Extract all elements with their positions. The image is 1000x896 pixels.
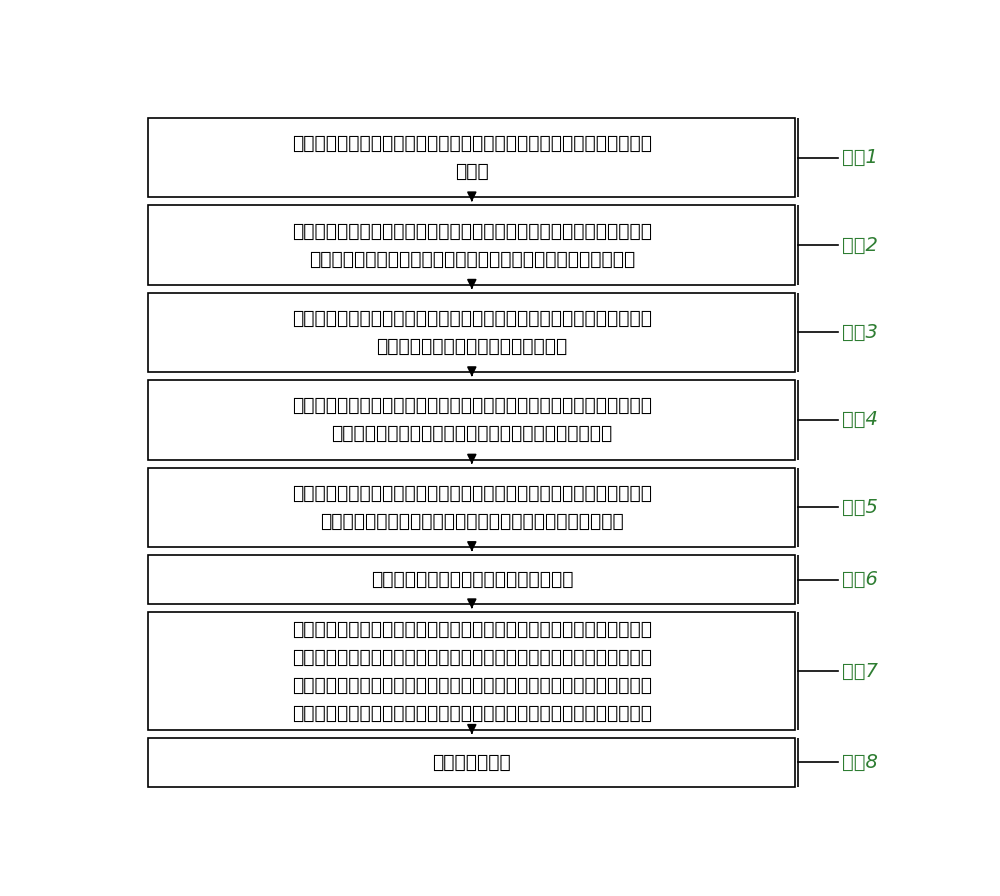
Bar [148, 612, 795, 730]
Text: 对于同一点目标，将其在所述多个节点雷达的慢时间随机复包络序列两两
组合，构成多个包络组，并估计每个包络组的相关性度量: 对于同一点目标，将其在所述多个节点雷达的慢时间随机复包络序列两两 组合，构成多个… [292, 396, 652, 444]
Text: 根据所述每个点目标在所述多个节点雷达的慢时间随机复包络序列，估计
每个点目标在每个节点雷达的平均功率: 根据所述每个点目标在所述多个节点雷达的慢时间随机复包络序列，估计 每个点目标在每… [292, 309, 652, 356]
Text: 每个节点雷达分别接收回波数据，并依据回波数据计算每个节点雷达的噪
声功率: 每个节点雷达分别接收回波数据，并依据回波数据计算每个节点雷达的噪 声功率 [292, 134, 652, 181]
Text: 步骤5: 步骤5 [842, 498, 878, 517]
Text: 步骤4: 步骤4 [842, 410, 878, 429]
Bar [148, 205, 795, 285]
Text: 将相关性度量与最优检测门限进行比较，判断是否大于最优检测门限，当
相关性度量小于等于最优检测门限时，判定相关性度量对应的包络组通过
假目标检验；当相关性度量大于: 将相关性度量与最优检测门限进行比较，判断是否大于最优检测门限，当 相关性度量小于… [292, 619, 652, 722]
Text: 步骤2: 步骤2 [842, 236, 878, 254]
Bar [148, 737, 795, 787]
Text: 步骤8: 步骤8 [842, 753, 878, 772]
Bar [148, 468, 795, 547]
Text: 步骤3: 步骤3 [842, 323, 878, 342]
Bar [148, 555, 795, 604]
Text: 步骤6: 步骤6 [842, 570, 878, 590]
Text: 剔除所述假目标: 剔除所述假目标 [432, 753, 511, 772]
Text: 计算所述回波数据匹配滤波后点目标的回波数据的复幅度，并根据所述复
幅度构造每个点目标在所述多个节点雷达的慢时间随机复包络序列: 计算所述回波数据匹配滤波后点目标的回波数据的复幅度，并根据所述复 幅度构造每个点… [292, 221, 652, 269]
Text: 步骤7: 步骤7 [842, 661, 878, 681]
Bar [148, 380, 795, 460]
Text: 在所述检测门限范围内搜索最优检测门限: 在所述检测门限范围内搜索最优检测门限 [371, 570, 573, 590]
Text: 给定组网雷达的真实目标误判概率，并依据所述组网雷达的真实目标误判
概率，计算所述每个包络组对应的相关性度量的检测门限范围: 给定组网雷达的真实目标误判概率，并依据所述组网雷达的真实目标误判 概率，计算所述… [292, 484, 652, 530]
Bar [148, 293, 795, 372]
Text: 步骤1: 步骤1 [842, 148, 878, 168]
Bar [148, 118, 795, 197]
